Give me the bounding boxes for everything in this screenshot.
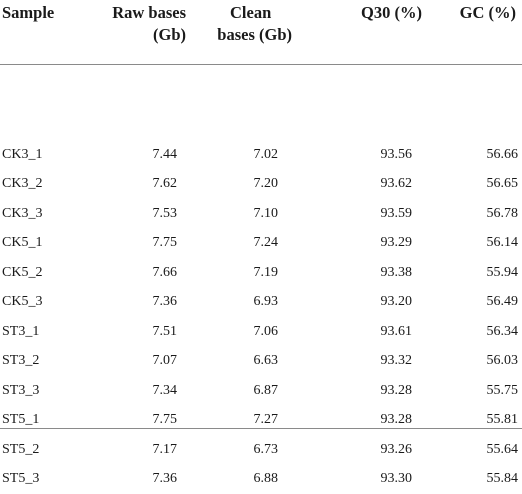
header-divider (0, 64, 522, 128)
raw-bases-cell: 7.75 (92, 229, 200, 259)
raw-bases-cell: 7.66 (92, 258, 200, 288)
raw-bases-cell: 7.51 (92, 317, 200, 347)
sample-cell: ST3_2 (0, 347, 92, 377)
sample-cell: ST3_1 (0, 317, 92, 347)
q30-cell: 93.59 (318, 199, 426, 229)
gc-cell: 55.64 (426, 435, 522, 465)
sample-cell: CK5_3 (0, 288, 92, 318)
sample-cell: ST5_1 (0, 406, 92, 436)
header-q30: Q30 (%) (318, 0, 426, 64)
header-sample: Sample (0, 0, 92, 64)
raw-bases-cell: 7.53 (92, 199, 200, 229)
sample-cell: CK3_3 (0, 199, 92, 229)
clean-bases-cell: 6.93 (200, 288, 318, 318)
raw-bases-cell: 7.62 (92, 170, 200, 200)
sample-cell: ST3_3 (0, 376, 92, 406)
q30-cell: 93.61 (318, 317, 426, 347)
header-clean-bases: Clean bases (Gb) (200, 0, 318, 64)
header-gc: GC (%) (426, 0, 522, 64)
sample-cell: CK5_2 (0, 258, 92, 288)
gc-cell: 55.84 (426, 465, 522, 494)
clean-bases-cell: 7.24 (200, 229, 318, 259)
raw-bases-cell: 7.36 (92, 288, 200, 318)
header-raw-bases: Raw bases (Gb) (92, 0, 200, 64)
gc-cell: 56.34 (426, 317, 522, 347)
sample-cell: CK5_1 (0, 229, 92, 259)
q30-cell: 93.56 (318, 140, 426, 170)
clean-bases-cell: 6.87 (200, 376, 318, 406)
table-header: Sample Raw bases (Gb) Clean bases (Gb) Q… (0, 0, 522, 128)
sample-cell: ST5_2 (0, 435, 92, 465)
q30-cell: 93.26 (318, 435, 426, 465)
header-clean-bases-line1: Clean (230, 2, 292, 24)
gc-cell: 55.81 (426, 406, 522, 436)
clean-bases-cell: 7.19 (200, 258, 318, 288)
raw-bases-cell: 7.17 (92, 435, 200, 465)
clean-bases-cell: 6.63 (200, 347, 318, 377)
q30-cell: 93.32 (318, 347, 426, 377)
raw-bases-cell: 7.44 (92, 140, 200, 170)
q30-cell: 93.29 (318, 229, 426, 259)
raw-bases-cell: 7.75 (92, 406, 200, 436)
header-raw-bases-line1: Raw bases (112, 3, 186, 22)
gc-cell: 56.14 (426, 229, 522, 259)
clean-bases-cell: 7.02 (200, 140, 318, 170)
gc-cell: 56.65 (426, 170, 522, 200)
q30-cell: 93.38 (318, 258, 426, 288)
clean-bases-cell: 6.73 (200, 435, 318, 465)
table-container: Sample Raw bases (Gb) Clean bases (Gb) Q… (0, 0, 522, 434)
gc-cell: 56.03 (426, 347, 522, 377)
gc-cell: 55.94 (426, 258, 522, 288)
gc-cell: 55.75 (426, 376, 522, 406)
raw-bases-cell: 7.36 (92, 465, 200, 494)
gc-cell: 56.49 (426, 288, 522, 318)
clean-bases-cell: 7.10 (200, 199, 318, 229)
gc-cell: 56.66 (426, 140, 522, 170)
q30-cell: 93.30 (318, 465, 426, 494)
header-clean-bases-line2: bases (Gb) (217, 25, 292, 44)
clean-bases-cell: 6.88 (200, 465, 318, 494)
bottom-divider (0, 428, 522, 429)
clean-bases-cell: 7.06 (200, 317, 318, 347)
q30-cell: 93.28 (318, 376, 426, 406)
clean-bases-cell: 7.27 (200, 406, 318, 436)
header-raw-bases-line2: (Gb) (153, 25, 186, 44)
gc-cell: 56.78 (426, 199, 522, 229)
sample-cell: CK3_1 (0, 140, 92, 170)
raw-bases-cell: 7.07 (92, 347, 200, 377)
sample-cell: CK3_2 (0, 170, 92, 200)
clean-bases-cell: 7.20 (200, 170, 318, 200)
q30-cell: 93.28 (318, 406, 426, 436)
sample-cell: ST5_3 (0, 465, 92, 494)
q30-cell: 93.62 (318, 170, 426, 200)
raw-bases-cell: 7.34 (92, 376, 200, 406)
q30-cell: 93.20 (318, 288, 426, 318)
